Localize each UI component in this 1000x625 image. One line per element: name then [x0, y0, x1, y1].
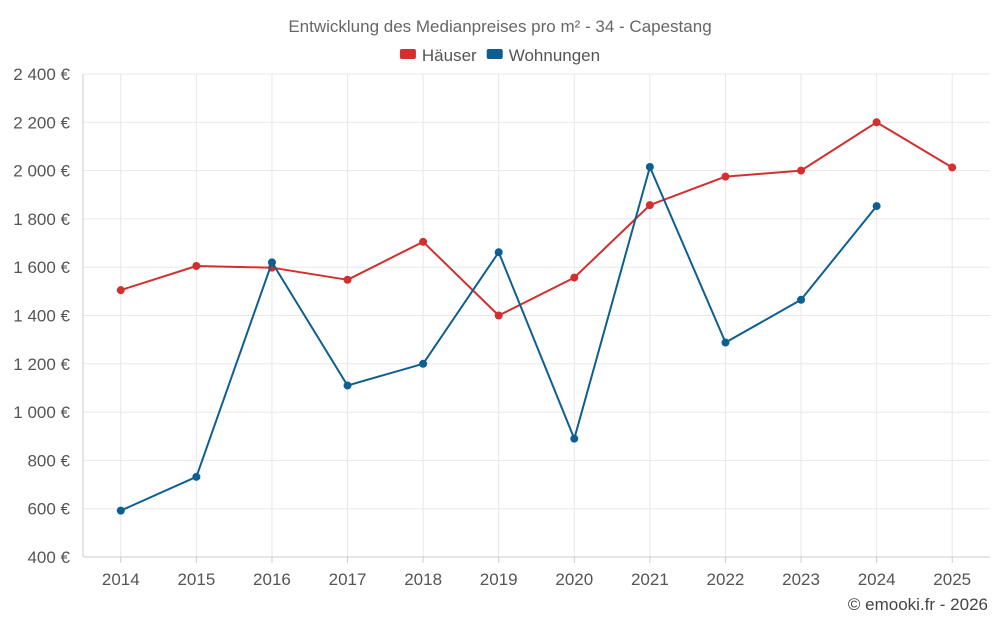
y-tick-label: 400 € — [27, 548, 70, 567]
x-tick-label: 2015 — [177, 570, 215, 589]
grid — [83, 73, 990, 557]
data-point[interactable] — [343, 381, 352, 390]
axes: 400 € 600 € 800 € 1 000 € 1 200 € 1 400 € 1 60… — [13, 65, 990, 589]
y-tick-label: 800 € — [27, 451, 70, 470]
series-1 — [116, 118, 957, 320]
data-point[interactable] — [797, 295, 806, 304]
y-tick-label: 1 800 € — [13, 210, 70, 229]
data-point[interactable] — [645, 201, 654, 210]
x-tick-label: 2019 — [480, 570, 518, 589]
x-tick-label: 2018 — [404, 570, 442, 589]
data-point[interactable] — [116, 286, 125, 295]
data-point[interactable] — [494, 248, 503, 257]
y-tick-label: 1 400 € — [13, 307, 70, 326]
data-point[interactable] — [872, 202, 881, 211]
y-tick-label: 1 600 € — [13, 258, 70, 277]
y-tick-label: 1 000 € — [13, 403, 70, 422]
x-tick-label: 2021 — [631, 570, 669, 589]
legend-label: Wohnungen — [509, 46, 600, 65]
y-tick-label: 2 400 € — [13, 65, 70, 84]
x-tick-label: 2022 — [707, 570, 745, 589]
data-point[interactable] — [419, 237, 428, 246]
data-point[interactable] — [116, 506, 125, 515]
legend-label: Häuser — [422, 46, 477, 65]
credit-text: © emooki.fr - 2026 — [848, 595, 988, 614]
y-tick-label: 2 000 € — [13, 162, 70, 181]
x-tick-label: 2020 — [555, 570, 593, 589]
data-point[interactable] — [797, 166, 806, 175]
legend: Häuser Wohnungen — [399, 46, 600, 65]
x-tick-label: 2023 — [782, 570, 820, 589]
y-tick-label: 600 € — [27, 500, 70, 519]
data-point[interactable] — [419, 359, 428, 368]
data-point[interactable] — [948, 163, 957, 172]
x-tick-label: 2017 — [329, 570, 367, 589]
series — [116, 118, 957, 515]
series-2 — [116, 162, 881, 515]
data-point[interactable] — [343, 275, 352, 284]
legend-item-1[interactable]: Häuser — [399, 46, 477, 65]
x-tick-label: 2016 — [253, 570, 291, 589]
y-tick-label: 1 200 € — [13, 355, 70, 374]
legend-swatch — [486, 49, 503, 59]
y-tick-label: 2 200 € — [13, 113, 70, 132]
legend-item-2[interactable]: Wohnungen — [486, 46, 600, 65]
x-tick-label: 2024 — [858, 570, 896, 589]
x-tick-label: 2014 — [102, 570, 140, 589]
chart-title: Entwicklung des Medianpreises pro m² - 3… — [288, 17, 711, 36]
data-point[interactable] — [570, 434, 579, 443]
data-point[interactable] — [494, 311, 503, 320]
data-point[interactable] — [645, 162, 654, 171]
data-point[interactable] — [267, 258, 276, 267]
data-point[interactable] — [721, 338, 730, 347]
data-point[interactable] — [570, 273, 579, 282]
x-tick-label: 2025 — [933, 570, 971, 589]
series-line — [120, 121, 953, 317]
data-point[interactable] — [872, 118, 881, 127]
data-point[interactable] — [721, 172, 730, 181]
legend-swatch — [399, 49, 416, 59]
data-point[interactable] — [192, 472, 201, 481]
data-point[interactable] — [192, 261, 201, 270]
